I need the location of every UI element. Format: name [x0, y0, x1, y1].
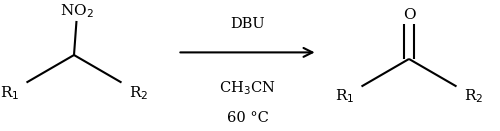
Text: O: O	[402, 8, 415, 22]
Text: 60 °C: 60 °C	[226, 111, 268, 125]
Text: R$_1$: R$_1$	[334, 88, 354, 105]
Text: R$_2$: R$_2$	[129, 84, 148, 102]
Text: DBU: DBU	[230, 17, 265, 31]
Text: R$_1$: R$_1$	[0, 84, 19, 102]
Text: R$_2$: R$_2$	[464, 88, 483, 105]
Text: NO$_2$: NO$_2$	[60, 2, 94, 20]
Text: CH$_3$CN: CH$_3$CN	[220, 79, 276, 97]
